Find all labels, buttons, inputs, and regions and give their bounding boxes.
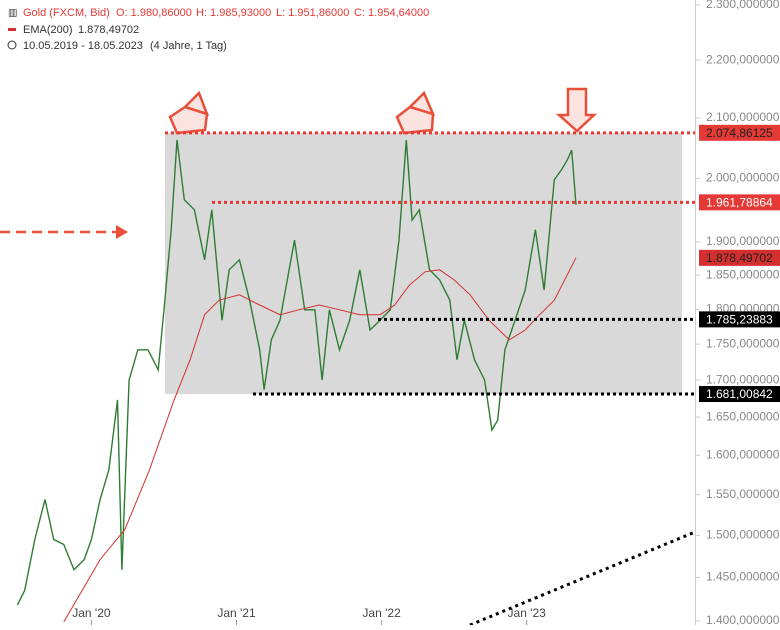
- y-tick-label: 1.550,000000: [706, 487, 780, 501]
- y-tick-label: 1.850,000000: [706, 267, 780, 281]
- icon: ▥: [8, 8, 17, 19]
- trend-line: [469, 530, 696, 627]
- y-tick-label: 1.900,000000: [706, 234, 780, 248]
- arrow-down-2: [395, 90, 436, 135]
- ema-label: 1.878,49702: [706, 251, 773, 265]
- high: H: 1.985,93000: [196, 7, 271, 19]
- arrow-down-3: [555, 87, 598, 133]
- x-tick-label: Jan '23: [508, 606, 547, 620]
- y-tick-label: 2.100,000000: [706, 110, 780, 124]
- date-range: 10.05.2019 - 18.05.2023: [23, 40, 143, 52]
- y-tick-label: 1.750,000000: [706, 336, 780, 350]
- y-tick-label: 2.300,000000: [706, 0, 780, 11]
- open: O: 1.980,86000: [116, 7, 192, 19]
- level-label-box: [699, 194, 780, 211]
- range-box: [165, 132, 682, 395]
- level-label-box: [699, 386, 780, 403]
- y-tick-label: 1.450,000000: [706, 570, 780, 584]
- close: C: 1.954,64000: [354, 7, 429, 19]
- level-label: 1.681,00842: [706, 387, 773, 401]
- ema-line: [63, 257, 577, 623]
- ema-value: 1.878,49702: [78, 24, 139, 36]
- arrow-head: [116, 225, 128, 239]
- y-tick-label: 2.200,000000: [706, 52, 780, 66]
- y-tick-label: 1.650,000000: [706, 409, 780, 423]
- ema-name: EMA(200): [23, 24, 73, 36]
- y-tick-label: 1.700,000000: [706, 372, 780, 386]
- level-label-box: [699, 311, 780, 328]
- x-tick-label: Jan '21: [217, 606, 256, 620]
- y-tick-label: 1.400,000000: [706, 613, 780, 625]
- price-line: [16, 139, 577, 606]
- y-tick-label: 1.600,000000: [706, 447, 780, 461]
- level-label: 2.074,86125: [706, 126, 773, 140]
- period: (4 Jahre, 1 Tag): [150, 40, 227, 52]
- x-tick-label: Jan '20: [72, 606, 111, 620]
- level-label: 1.961,78864: [706, 196, 773, 210]
- y-tick-label: 2.000,000000: [706, 171, 780, 185]
- level-label-box: [699, 124, 780, 141]
- ema-legend-swatch: [8, 28, 16, 31]
- arrows: [168, 87, 598, 135]
- clock-icon: [7, 40, 17, 50]
- ema-label-box: [699, 249, 780, 266]
- x-tick-label: Jan '22: [362, 606, 401, 620]
- y-tick-label: 1.500,000000: [706, 528, 780, 542]
- low: L: 1.951,86000: [276, 7, 349, 19]
- series-name: Gold (FXCM, Bid): [23, 7, 110, 19]
- level-label: 1.785,23883: [706, 313, 773, 327]
